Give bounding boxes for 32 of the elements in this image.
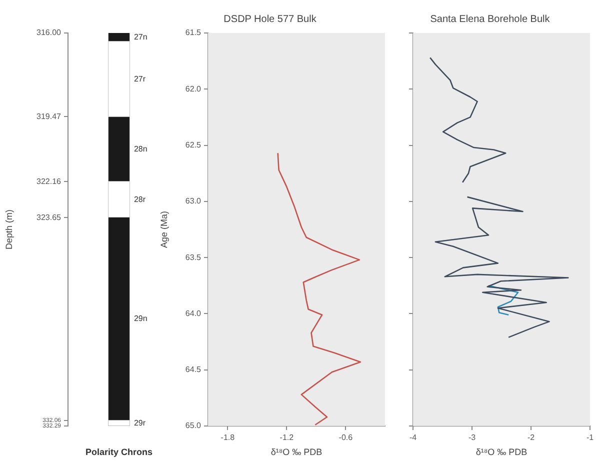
- x-tick-label: -4: [409, 433, 418, 442]
- series-label: 27r: [134, 74, 146, 84]
- x-tick-label: -0.6: [338, 433, 354, 442]
- y-axis-title: Depth (m): [4, 209, 14, 250]
- y-tick-label: 62.5: [185, 140, 202, 150]
- y-tick-label: 63.5: [185, 252, 202, 262]
- y-tick-label: 316.00: [36, 28, 62, 38]
- y-tick-label: 61.5: [185, 28, 202, 38]
- series-label: 28n: [134, 144, 148, 154]
- series-label: 27n: [134, 32, 148, 42]
- y-axis-title: Age (Ma): [158, 210, 169, 248]
- x-tick-label: -1.2: [280, 433, 294, 442]
- x-axis-title: δ¹⁸O ‰ PDB: [476, 447, 528, 458]
- y-tick-label: 64.5: [185, 365, 202, 374]
- x-tick-label: -3: [468, 433, 476, 442]
- chart-title: DSDP Hole 577 Bulk: [224, 14, 318, 25]
- y-tick-label: 64.0: [185, 308, 202, 318]
- y-tick-label: 319.47: [36, 112, 62, 121]
- x-axis-title: Polarity Chrons: [85, 447, 153, 458]
- x-tick-label: -2: [527, 433, 536, 442]
- series-label: 28r: [134, 194, 146, 204]
- y-tick-label: 323.65: [36, 212, 62, 222]
- x-axis-title: δ¹⁸O ‰ PDB: [270, 447, 322, 458]
- series-label: 29r: [134, 418, 146, 428]
- y-tick-label: 62.0: [185, 84, 202, 94]
- x-tick-label: -1.8: [220, 433, 236, 442]
- series-label: 29n: [134, 314, 148, 324]
- y-tick-label: 65.0: [185, 421, 202, 430]
- y-tick-label: 322.16: [36, 176, 62, 186]
- chart-title: Santa Elena Borehole Bulk: [430, 14, 551, 25]
- x-tick-label: -1: [586, 433, 594, 442]
- y-tick-label: 63.0: [185, 196, 202, 206]
